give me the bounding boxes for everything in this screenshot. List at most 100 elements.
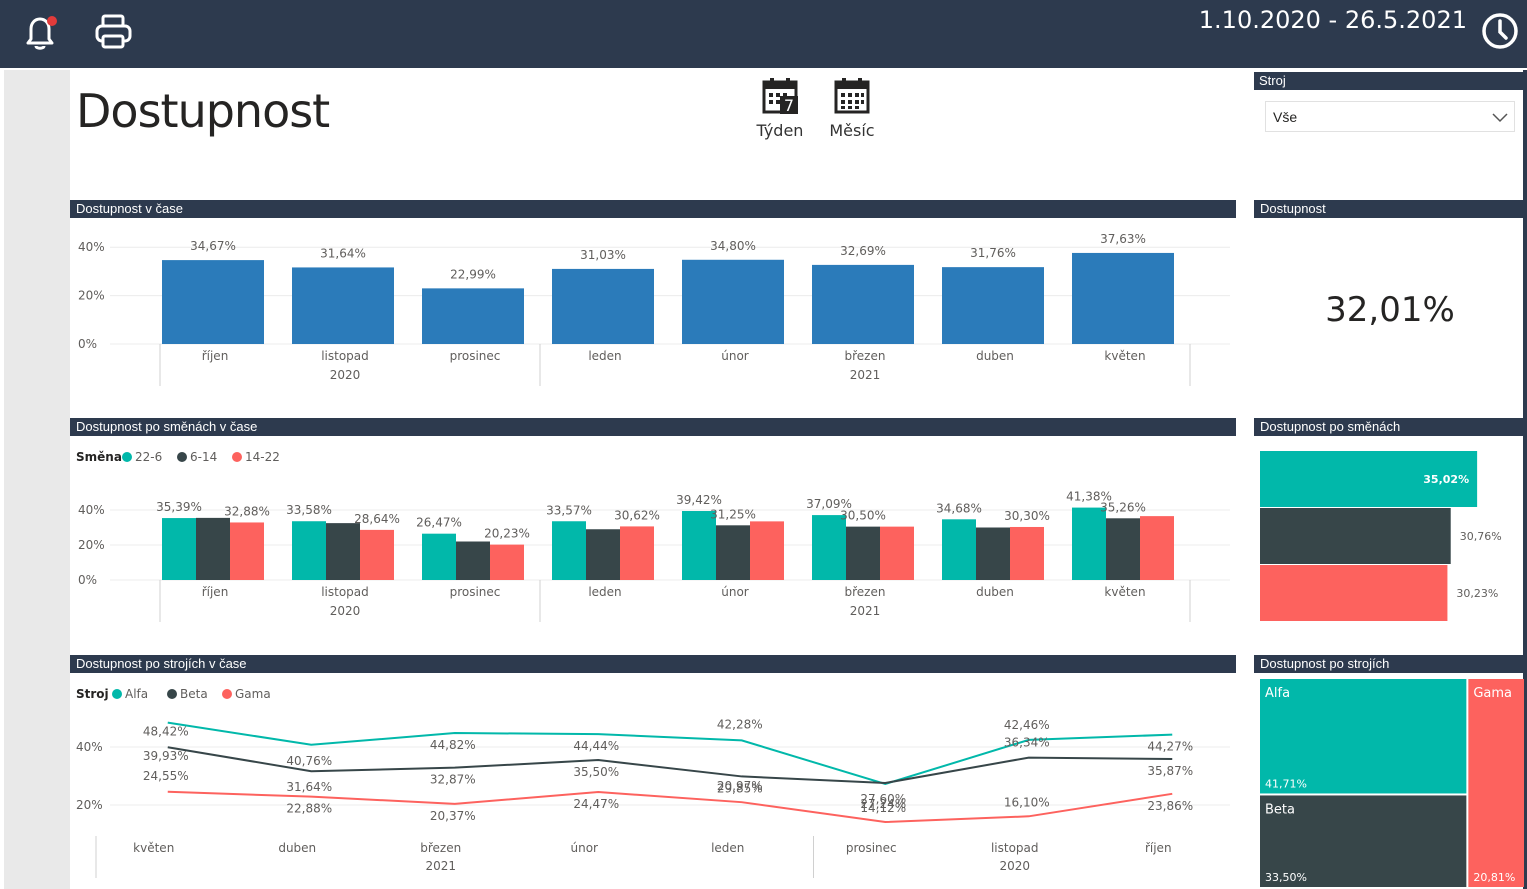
data-label: 30,50%: [840, 509, 886, 523]
month-label: Měsíc: [829, 121, 875, 140]
bar: [942, 519, 976, 580]
shifts-bar-chart: 0% 20% 40% Směna 22-6 6-14 14-22 35,39% 32,88% 33…: [76, 450, 1230, 622]
bar: [1072, 507, 1106, 580]
bar: [1106, 518, 1140, 580]
machine-filter-value: Vše: [1273, 109, 1298, 125]
treemap-label: Alfa: [1265, 686, 1290, 701]
data-label: 31,03%: [580, 248, 626, 262]
data-label: 41,38%: [1066, 490, 1112, 504]
data-label: 24,55%: [143, 769, 189, 783]
shifts-horizontal-chart: 35,02% 30,76% 30,23%: [1260, 451, 1502, 621]
bar: [162, 260, 264, 344]
panel-title-availability-over-time: Dostupnost v čase: [70, 200, 1236, 218]
bar: [750, 521, 784, 580]
bar: [162, 518, 196, 580]
bar: [1140, 516, 1174, 580]
bar: [682, 511, 716, 580]
data-label: 34,80%: [710, 239, 756, 253]
bar: [422, 533, 456, 580]
bar: [976, 527, 1010, 580]
series-line: [167, 746, 1173, 784]
bell-icon[interactable]: [18, 10, 62, 54]
data-label: 31,76%: [970, 246, 1016, 260]
legend-marker: [232, 452, 242, 462]
treemap-tile: [1260, 795, 1467, 887]
calendar-week-icon: 7: [762, 78, 798, 115]
y-tick-label: 40%: [78, 503, 105, 517]
data-label: 16,10%: [1004, 795, 1050, 809]
data-label: 36,34%: [1004, 736, 1050, 750]
treemap-value: 20,81%: [1473, 871, 1515, 884]
data-label: 44,27%: [1147, 740, 1193, 754]
clock-icon[interactable]: [1481, 12, 1519, 50]
calendar-month-icon: [834, 78, 870, 114]
legend-label: 6-14: [190, 450, 217, 464]
right-edge: [1523, 70, 1527, 889]
treemap-label: Gama: [1473, 686, 1512, 701]
left-strip: [4, 70, 70, 889]
printer-icon[interactable]: [92, 10, 136, 54]
data-label: 37,63%: [1100, 232, 1146, 246]
data-label: 34,67%: [190, 239, 236, 253]
x-year-label: 2021: [425, 859, 456, 873]
data-label: 40,76%: [286, 754, 332, 768]
machine-filter-dropdown[interactable]: Vše: [1265, 101, 1515, 132]
bar: [682, 259, 784, 344]
data-label: 14,12%: [860, 801, 906, 815]
data-label: 24,47%: [573, 797, 619, 811]
x-tick-label: říjen: [202, 585, 229, 599]
x-year-label: 2020: [999, 859, 1030, 873]
data-label: 37,09%: [806, 497, 852, 511]
y-tick-label: 40%: [76, 740, 103, 754]
treemap-label: Beta: [1265, 802, 1295, 817]
x-tick-label: prosinec: [450, 349, 501, 363]
bar: [490, 544, 524, 580]
treemap-value: 41,71%: [1265, 777, 1307, 790]
data-label: 35,02%: [1423, 473, 1469, 486]
data-label: 35,26%: [1100, 500, 1146, 514]
svg-text:7: 7: [784, 96, 794, 115]
x-tick-label: prosinec: [450, 585, 501, 599]
legend-title: Stroj: [76, 687, 109, 701]
panel-title-shifts-over-time: Dostupnost po směnách v čase: [70, 418, 1236, 436]
y-tick-label: 40%: [78, 240, 105, 254]
y-tick-label: 20%: [76, 798, 103, 812]
treemap-tile: [1260, 679, 1467, 794]
bar: [812, 264, 914, 344]
legend-label: 22-6: [135, 450, 162, 464]
x-tick-label: leden: [588, 585, 621, 599]
panel-title-machines-over-time: Dostupnost po strojích v čase: [70, 655, 1236, 673]
x-tick-label: leden: [588, 349, 621, 363]
bar: [1260, 451, 1478, 507]
data-label: 30,76%: [1460, 530, 1502, 543]
data-label: 32,87%: [430, 773, 476, 787]
data-label: 27,24%: [860, 797, 906, 811]
x-tick-label: duben: [278, 841, 316, 855]
x-tick-label: listopad: [321, 585, 369, 599]
x-tick-label: květen: [1104, 349, 1145, 363]
bar: [1260, 508, 1451, 564]
bar: [620, 526, 654, 580]
legend-marker: [222, 689, 232, 699]
series-line: [167, 721, 1173, 786]
x-year-label: 2021: [850, 368, 881, 382]
week-button[interactable]: 7 Týden: [750, 76, 810, 140]
bar: [360, 529, 394, 580]
x-tick-label: duben: [976, 349, 1014, 363]
x-tick-label: březen: [845, 585, 886, 599]
legend-label: Beta: [180, 687, 208, 701]
x-tick-label: listopad: [321, 349, 369, 363]
x-tick-label: únor: [721, 585, 749, 599]
legend-label: Alfa: [125, 687, 148, 701]
data-label: 30,23%: [1456, 587, 1498, 600]
data-label: 31,64%: [320, 246, 366, 260]
month-button[interactable]: Měsíc: [822, 76, 882, 140]
machine-filter-title: Stroj: [1254, 72, 1524, 90]
bar: [1010, 526, 1044, 580]
data-label: 44,82%: [430, 738, 476, 752]
x-tick-label: březen: [420, 841, 461, 855]
series-line: [167, 790, 1173, 824]
bar: [292, 521, 326, 580]
y-tick-label: 20%: [78, 538, 105, 552]
bar: [292, 267, 394, 344]
